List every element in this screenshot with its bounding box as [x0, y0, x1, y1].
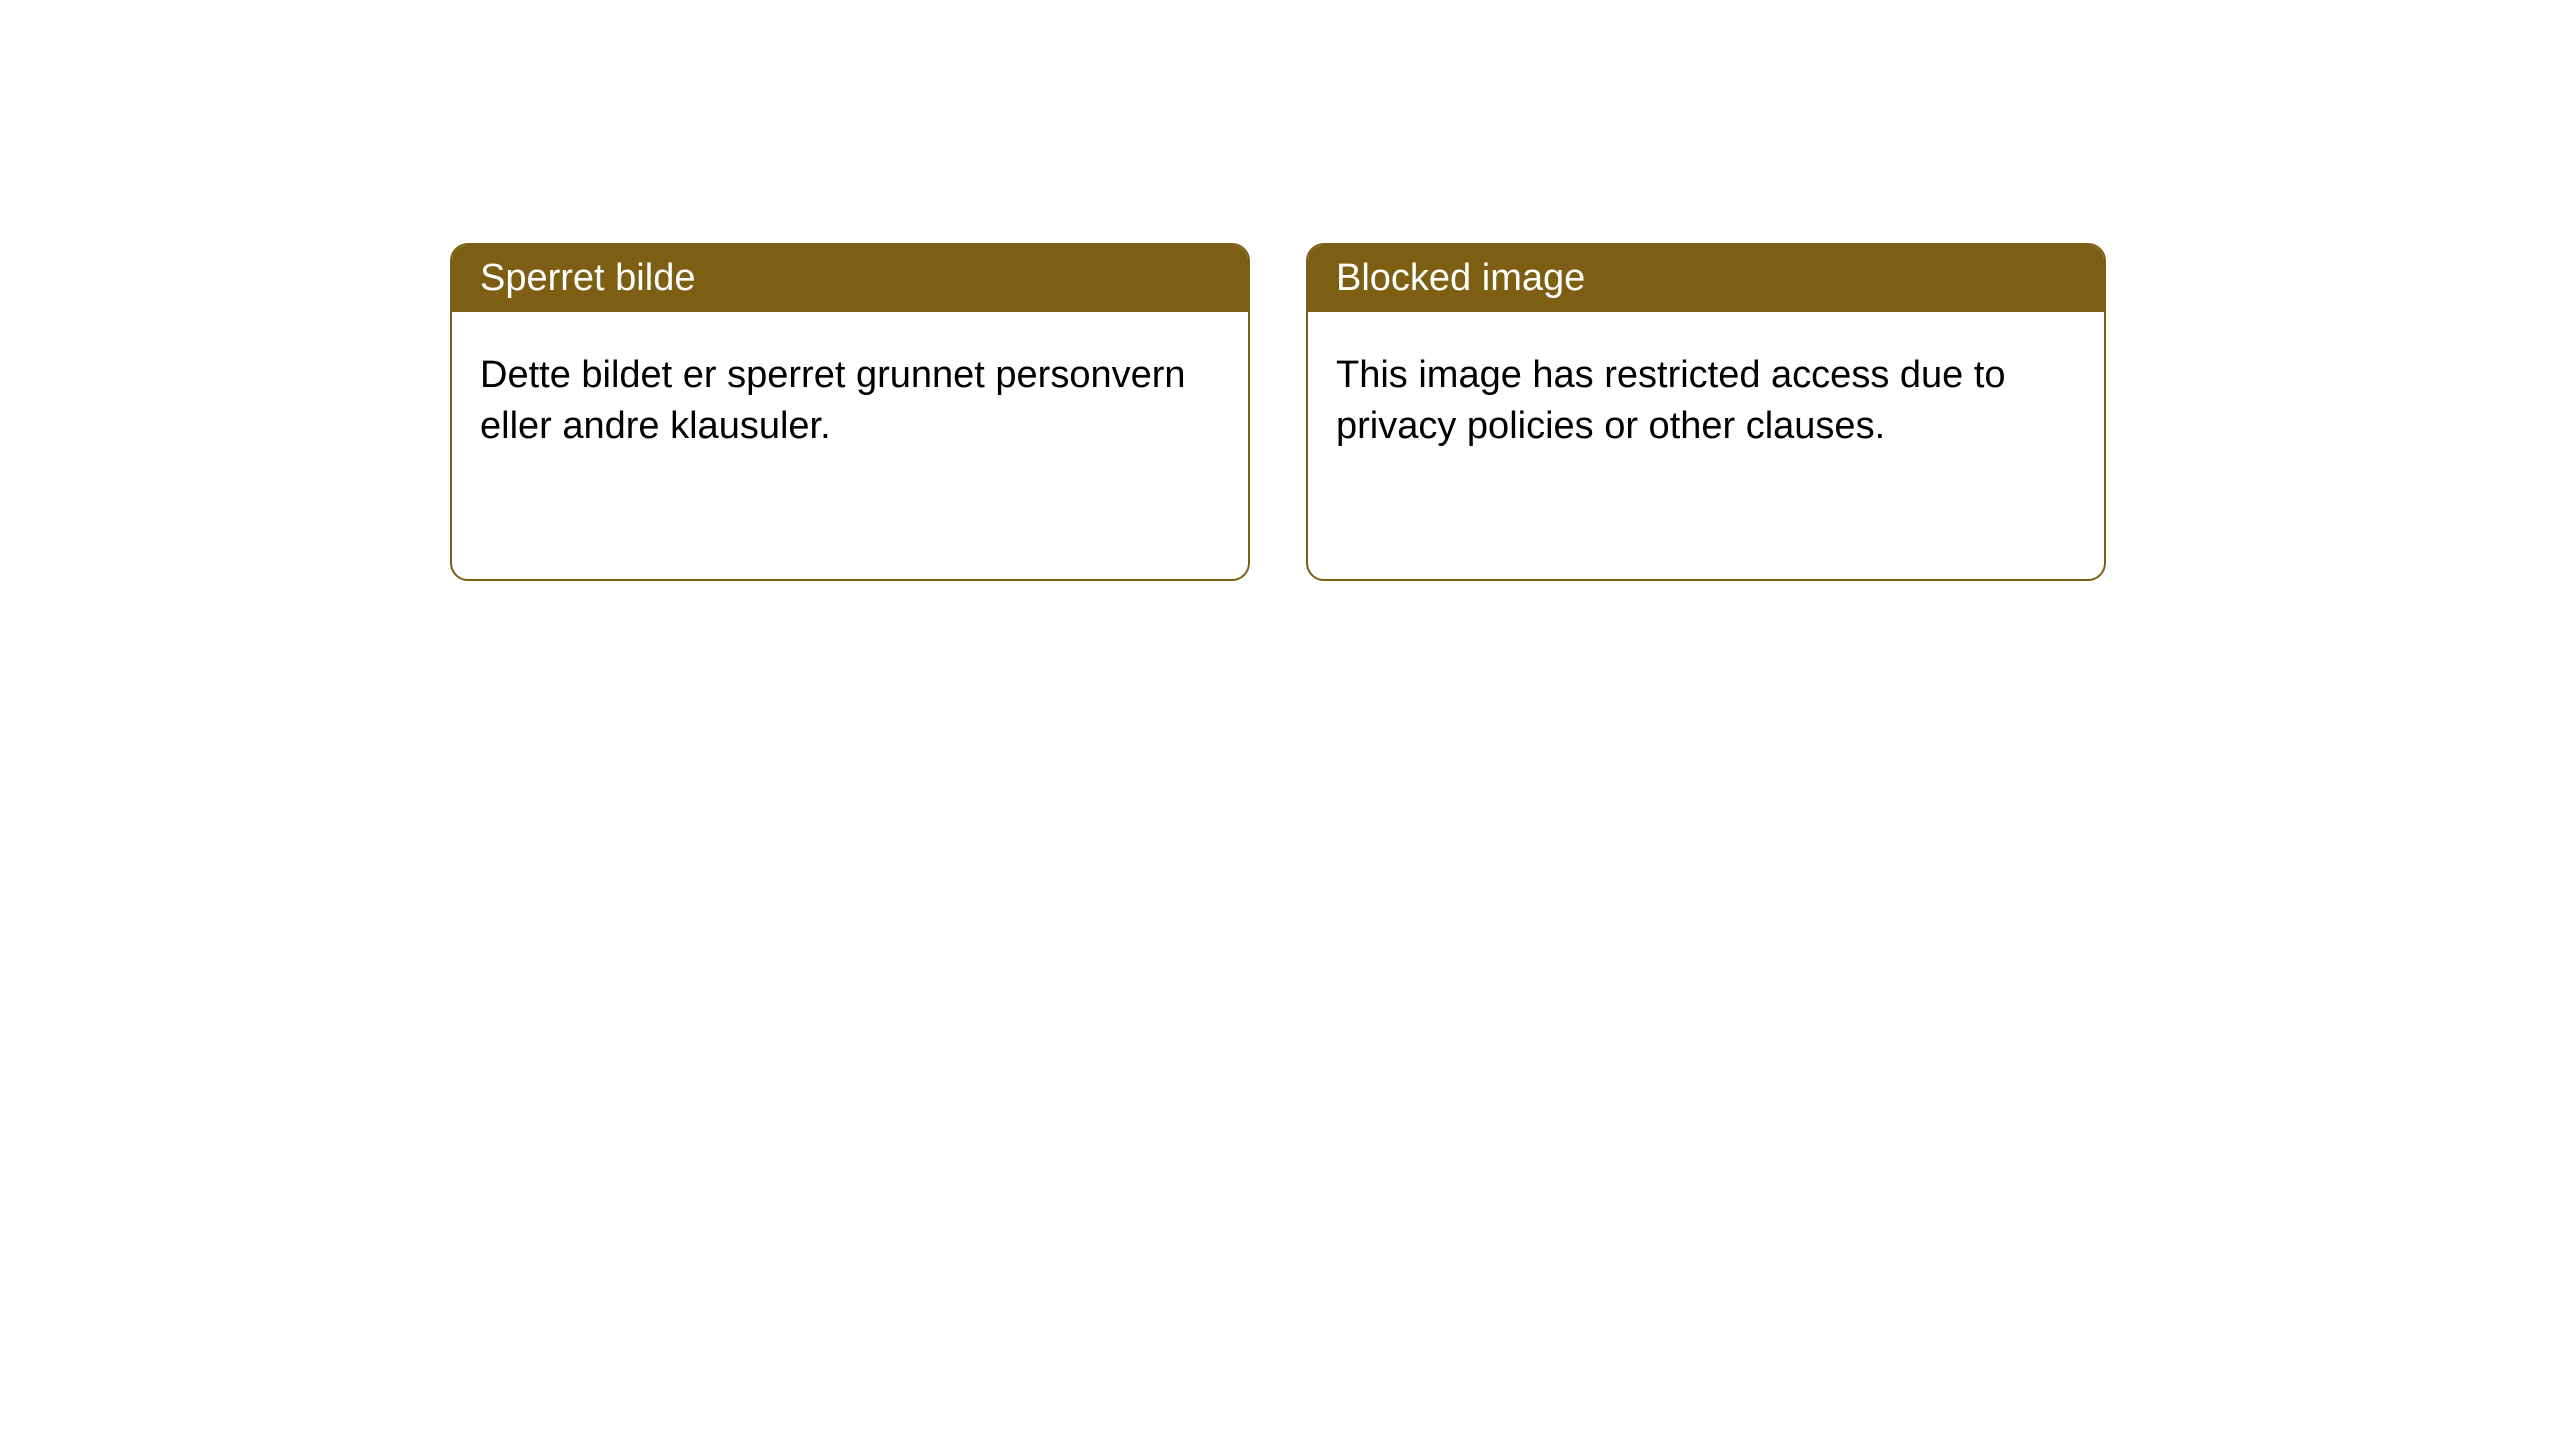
card-title: Blocked image [1336, 257, 1585, 299]
card-header: Sperret bilde [452, 245, 1248, 312]
card-header: Blocked image [1308, 245, 2104, 312]
notice-container: Sperret bilde Dette bildet er sperret gr… [0, 0, 2560, 581]
notice-card-english: Blocked image This image has restricted … [1306, 243, 2106, 581]
card-body-text: Dette bildet er sperret grunnet personve… [480, 354, 1186, 447]
card-title: Sperret bilde [480, 257, 695, 299]
card-body: Dette bildet er sperret grunnet personve… [452, 312, 1248, 491]
card-body-text: This image has restricted access due to … [1336, 354, 2006, 447]
card-body: This image has restricted access due to … [1308, 312, 2104, 491]
notice-card-norwegian: Sperret bilde Dette bildet er sperret gr… [450, 243, 1250, 581]
